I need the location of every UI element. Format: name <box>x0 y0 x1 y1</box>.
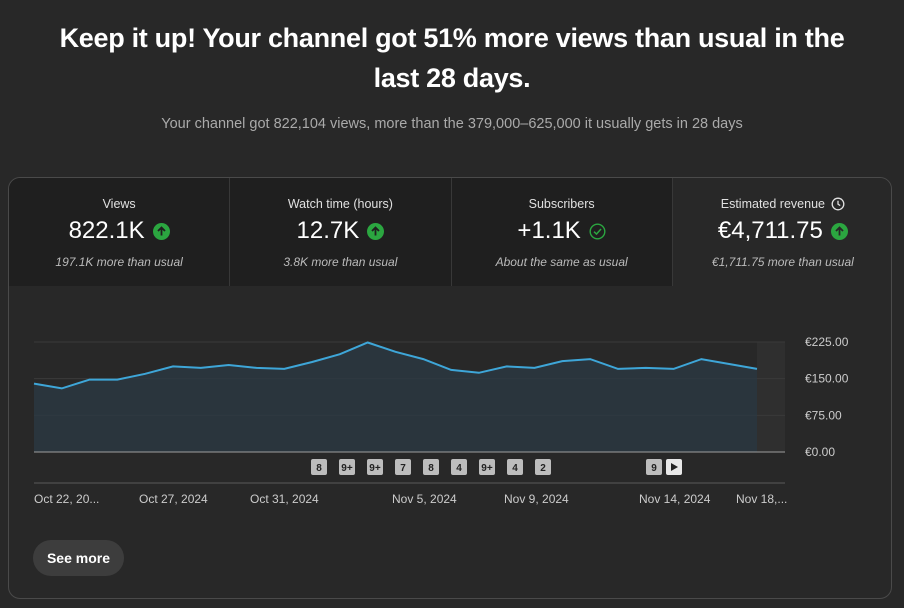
event-marker-label: 9+ <box>369 463 381 474</box>
event-marker[interactable]: 9+ <box>367 459 383 475</box>
event-marker[interactable]: 8 <box>423 459 439 475</box>
x-axis-labels: Oct 22, 20... Oct 27, 2024 Oct 31, 2024 Nov… <box>34 492 787 506</box>
metric-value: +1.1K <box>517 217 581 244</box>
event-marker-box <box>451 459 467 475</box>
metric-note: About the same as usual <box>495 255 628 269</box>
event-marker-label: 8 <box>428 463 434 474</box>
event-marker-box <box>395 459 411 475</box>
metric-label: Subscribers <box>528 197 595 211</box>
event-marker-box <box>311 459 327 475</box>
event-marker-box <box>423 459 439 475</box>
arrow-up-icon <box>830 222 848 240</box>
event-marker-label: 9 <box>651 463 657 474</box>
metric-revenue[interactable]: Estimated revenue €4,711.75 €1,711.75 mo… <box>672 178 891 286</box>
event-marker-label: 4 <box>456 463 462 474</box>
clock-icon <box>831 197 845 211</box>
event-marker-box <box>535 459 551 475</box>
event-marker[interactable]: 9+ <box>479 459 495 475</box>
metric-label: Estimated revenue <box>720 197 825 211</box>
event-marker[interactable]: 9 <box>646 459 662 475</box>
event-marker-box <box>367 459 383 475</box>
x-tick-label: Nov 9, 2024 <box>504 492 569 506</box>
metric-value: 12.7K <box>296 217 360 244</box>
event-marker[interactable]: 4 <box>451 459 467 475</box>
event-marker-box <box>339 459 355 475</box>
event-marker-label: 9+ <box>481 463 493 474</box>
metrics-row: Views 822.1K 197.1K more than usual Watc… <box>9 178 891 286</box>
check-circle-icon <box>589 222 606 240</box>
event-marker-box <box>479 459 495 475</box>
metric-label: Watch time (hours) <box>287 197 393 211</box>
event-marker-label: 4 <box>512 463 518 474</box>
metric-note: 197.1K more than usual <box>55 255 183 269</box>
metric-label: Views <box>102 197 136 211</box>
event-marker-label: 8 <box>316 463 322 474</box>
y-axis-labels: €225.00 €150.00 €75.00 €0.00 <box>805 335 849 459</box>
metric-value: 822.1K <box>68 217 145 244</box>
revenue-chart[interactable]: €225.00€150.00€75.00€0.00 8 9+ 9+ 7 8 4 9+ 4 2 9 … <box>9 178 892 598</box>
metric-views[interactable]: Views 822.1K 197.1K more than usual <box>9 178 231 286</box>
y-tick-label: €225.00 <box>805 335 849 349</box>
x-tick-label: Oct 22, 20... <box>34 492 99 506</box>
event-marker[interactable]: 4 <box>507 459 523 475</box>
event-marker-label: 9+ <box>341 463 353 474</box>
metric-note: 3.8K more than usual <box>283 255 398 269</box>
y-tick-label: €0.00 <box>805 445 835 459</box>
event-marker-box <box>646 459 662 475</box>
y-tick-label: €75.00 <box>805 408 842 422</box>
metric-value: €4,711.75 <box>717 217 823 244</box>
x-tick-label: Nov 5, 2024 <box>392 492 457 506</box>
event-marker-box <box>507 459 523 475</box>
play-marker[interactable] <box>666 459 682 475</box>
headline: Keep it up! Your channel got 51% more vi… <box>59 23 845 93</box>
metric-note: €1,711.75 more than usual <box>711 255 854 269</box>
event-marker[interactable]: 2 <box>535 459 551 475</box>
arrow-up-icon <box>152 222 170 240</box>
y-tick-label: €150.00 <box>805 372 849 386</box>
series-line[interactable] <box>33 341 758 390</box>
series-area <box>34 342 757 452</box>
x-tick-label: Nov 18,... <box>736 492 787 506</box>
metric-watch-time[interactable]: Watch time (hours) 12.7K 3.8K more than … <box>230 178 452 286</box>
arrow-up-icon <box>367 222 385 240</box>
event-marker[interactable]: 9+ <box>339 459 355 475</box>
x-tick-label: Oct 31, 2024 <box>250 492 319 506</box>
event-marker[interactable]: 8 <box>311 459 327 475</box>
play-icon <box>671 463 678 471</box>
event-markers: 8 9+ 9+ 7 8 4 9+ 4 2 9 <box>311 459 662 475</box>
analytics-card: Views 822.1K 197.1K more than usual Watc… <box>8 177 892 599</box>
x-tick-label: Oct 27, 2024 <box>139 492 208 506</box>
chart-highlight-region <box>757 342 785 452</box>
x-tick-label: Nov 14, 2024 <box>639 492 711 506</box>
metric-subscribers[interactable]: Subscribers +1.1K About the same as usua… <box>451 178 673 286</box>
subline: Your channel got 822,104 views, more tha… <box>161 116 743 132</box>
event-marker[interactable]: 7 <box>395 459 411 475</box>
event-marker-label: 7 <box>400 463 406 474</box>
event-marker-label: 2 <box>540 463 546 474</box>
see-more-button[interactable]: See more <box>33 540 124 576</box>
